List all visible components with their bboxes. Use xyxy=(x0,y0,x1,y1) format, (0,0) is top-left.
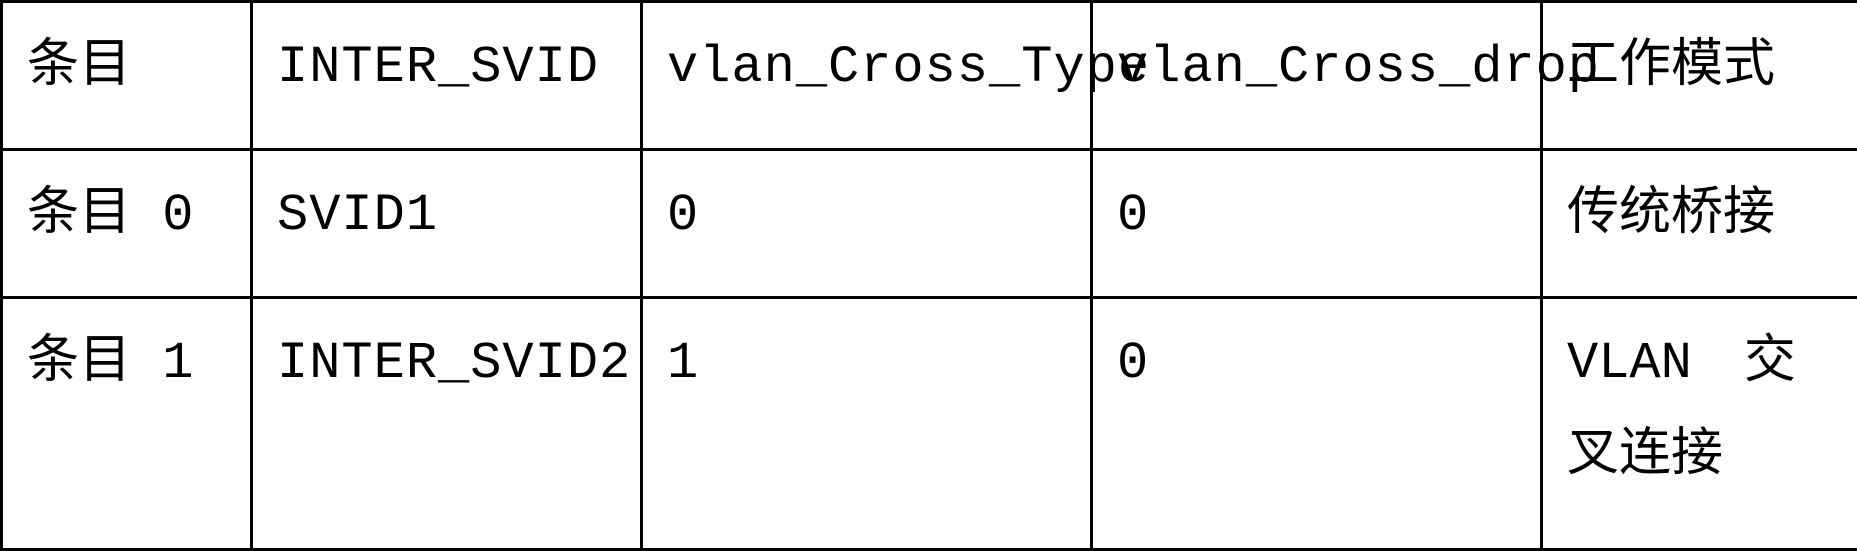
cell-inter-svid: INTER_SVID2 xyxy=(252,297,642,549)
cell-mode: 传统桥接 xyxy=(1542,149,1857,297)
cell-vlan-cross-drop: 0 xyxy=(1092,149,1542,297)
table-row: 条目 1 INTER_SVID2 1 0 VLAN 交叉连接 xyxy=(2,297,1857,549)
header-entry: 条目 xyxy=(2,2,252,150)
vlan-config-table: 条目 INTER_SVID vlan_Cross_Type vlan_Cross… xyxy=(0,0,1857,551)
header-vlan-cross-type: vlan_Cross_Type xyxy=(642,2,1092,150)
table-row: 条目 0 SVID1 0 0 传统桥接 xyxy=(2,149,1857,297)
cell-inter-svid: SVID1 xyxy=(252,149,642,297)
cell-entry: 条目 1 xyxy=(2,297,252,549)
header-vlan-cross-drop: vlan_Cross_drop xyxy=(1092,2,1542,150)
header-inter-svid: INTER_SVID xyxy=(252,2,642,150)
cell-vlan-cross-drop: 0 xyxy=(1092,297,1542,549)
cell-vlan-cross-type: 1 xyxy=(642,297,1092,549)
cell-mode: VLAN 交叉连接 xyxy=(1542,297,1857,549)
cell-entry: 条目 0 xyxy=(2,149,252,297)
cell-vlan-cross-type: 0 xyxy=(642,149,1092,297)
header-mode: 工作模式 xyxy=(1542,2,1857,150)
table-header-row: 条目 INTER_SVID vlan_Cross_Type vlan_Cross… xyxy=(2,2,1857,150)
